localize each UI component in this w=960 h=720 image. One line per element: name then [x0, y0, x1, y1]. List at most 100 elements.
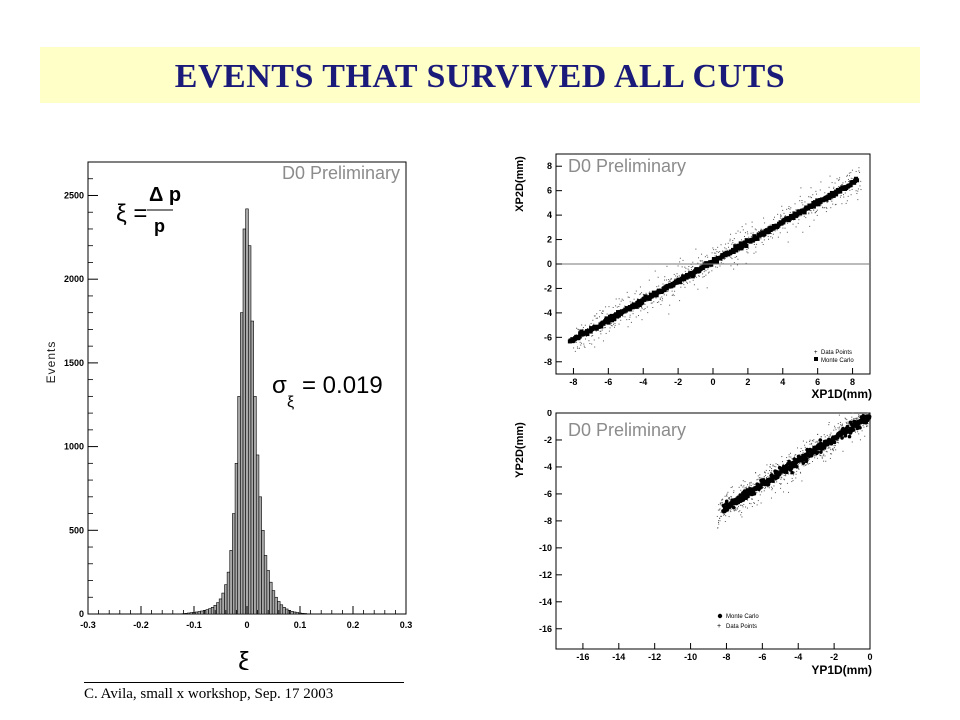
histogram-xtick-label: -0.3 — [80, 620, 96, 630]
yp-data-point — [718, 520, 720, 522]
xp-data-point — [719, 265, 721, 267]
xp-data-point — [658, 301, 660, 303]
xp-data-point — [682, 282, 684, 284]
xp-data-point — [575, 341, 577, 343]
yp-mc-point — [731, 505, 736, 510]
yp-data-point — [831, 453, 833, 455]
yp-data-point — [805, 464, 807, 466]
xp-data-point — [662, 283, 664, 285]
xp-data-point — [628, 296, 630, 298]
yp-data-point — [836, 440, 838, 442]
yp-data-point — [737, 507, 739, 509]
xp-data-point — [762, 244, 764, 246]
yp-data-point — [797, 464, 799, 466]
histogram-bin — [261, 529, 265, 615]
xp-data-point — [666, 279, 668, 281]
xp-data-point — [787, 222, 789, 224]
xp-data-point — [681, 266, 683, 268]
xp-data-point — [805, 217, 807, 219]
histogram-bin — [240, 312, 244, 615]
yp-data-point — [738, 486, 740, 488]
xp-data-point — [705, 274, 707, 276]
xp-data-point — [735, 232, 737, 234]
xp-data-point — [663, 294, 665, 296]
yp-data-point — [781, 477, 783, 479]
yp-data-point — [754, 502, 756, 504]
xp-data-point — [855, 190, 857, 192]
xp-data-point — [695, 276, 697, 278]
xp-data-point — [661, 296, 663, 298]
xp-data-point — [626, 312, 628, 314]
xp-data-point — [574, 350, 576, 352]
xp-data-point — [792, 211, 794, 213]
xp-data-point — [725, 248, 727, 250]
yp-data-point — [795, 454, 797, 456]
yp-data-point — [739, 510, 741, 512]
yp-data-point — [770, 497, 772, 499]
yp-data-point — [748, 482, 750, 484]
yp-data-point — [790, 456, 792, 458]
yp-data-point — [867, 425, 869, 427]
xp-data-point — [716, 266, 718, 268]
xp-data-point — [625, 312, 627, 314]
yp-data-point — [739, 504, 741, 506]
xp-data-point — [605, 332, 607, 334]
yp-data-point — [800, 472, 802, 474]
histogram-ytick-label: 2000 — [64, 274, 84, 284]
xp-data-point — [690, 269, 692, 271]
yp-data-point — [824, 436, 826, 438]
xp-mc-point — [604, 316, 609, 321]
yp-xtick-label: -4 — [794, 652, 802, 662]
yp-data-point — [866, 425, 868, 427]
xp-mc-point — [630, 305, 635, 310]
yp-data-point — [812, 461, 814, 463]
yp-data-point — [806, 441, 808, 443]
xp-mc-point — [577, 334, 582, 339]
xp-ytick-label: 0 — [547, 259, 552, 269]
xp-data-point — [724, 257, 726, 259]
yp-data-point — [774, 482, 776, 484]
xp-data-point — [668, 279, 670, 281]
yp-data-point — [768, 487, 770, 489]
yp-data-point — [766, 464, 768, 466]
yp-data-point — [765, 476, 767, 478]
yp-data-point — [765, 469, 767, 471]
xp-data-point — [761, 229, 763, 231]
yp-data-point — [748, 486, 750, 488]
yp-ytick-label: -8 — [544, 516, 552, 526]
xp-data-point — [614, 324, 616, 326]
yp-data-point — [767, 472, 769, 474]
xp-data-point — [763, 239, 765, 241]
xp-data-point — [658, 285, 660, 287]
yp-data-point — [799, 451, 801, 453]
xp-data-point — [755, 229, 757, 231]
yp-data-point — [775, 463, 777, 465]
xp-data-point — [593, 323, 595, 325]
yp-data-point — [742, 480, 744, 482]
xp-data-point — [811, 197, 813, 199]
yp-data-point — [829, 457, 831, 459]
yp-data-point — [862, 425, 864, 427]
xp-data-point — [710, 266, 712, 268]
xp-data-point — [857, 190, 859, 192]
xp-data-point — [590, 323, 592, 325]
xp-ytick-label: 6 — [547, 186, 552, 196]
histogram-bin — [271, 590, 276, 615]
yp-data-point — [727, 491, 729, 493]
xp-data-point — [832, 203, 834, 205]
xp-data-point — [593, 315, 595, 317]
xp-data-point — [849, 189, 851, 191]
yp-data-point — [834, 427, 836, 429]
histogram-bin — [224, 584, 228, 615]
xp-data-point — [677, 265, 679, 267]
yp-mc-point — [804, 459, 809, 464]
xp-data-point — [809, 196, 811, 198]
histogram-bin — [258, 496, 262, 615]
xp-data-point — [698, 275, 700, 277]
xp-xtick-label: 2 — [745, 377, 750, 387]
xp-data-point — [684, 286, 686, 288]
yp-ytick-label: -6 — [544, 489, 552, 499]
xp-mc-point — [811, 204, 816, 209]
yp-series-monte-carlo — [721, 414, 872, 514]
yp-data-point — [822, 455, 824, 457]
